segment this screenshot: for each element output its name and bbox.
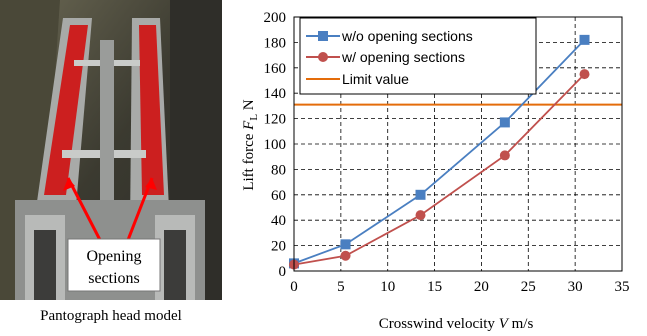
legend: w/o opening sections w/ opening sections… [299,17,537,95]
grid [294,17,622,271]
photo-caption: Pantograph head model [40,308,182,324]
data-point-series-1 [579,34,590,45]
y-tick-label: 180 [264,35,287,51]
y-tick-label: 60 [271,188,286,204]
x-tick-label: 0 [290,279,298,295]
y-tick-label: 0 [279,264,287,280]
x-tick-label: 5 [337,279,345,295]
legend-item-series-1: w/o opening sections [306,28,473,44]
y-tick-label: 200 [264,10,287,26]
legend-label-series-1: w/o opening sections [341,28,473,44]
y-tick-label: 20 [271,239,286,255]
x-tick-label: 15 [427,279,442,295]
callout-box [67,238,161,292]
data-point-series-1 [340,239,351,250]
tick-labels: 0 5 10 15 20 25 30 35 0 20 40 60 80 100 120 140 160 180 20… [264,10,630,295]
x-tick-label: 35 [615,279,630,295]
y-tick-label: 40 [271,213,286,229]
legend-marker-series-1 [318,31,328,41]
callout-line-1: Opening [86,248,141,265]
y-tick-label: 140 [264,86,287,102]
x-tick-label: 25 [521,279,536,295]
x-axis-title: Crosswind velocity V m/s [379,316,534,332]
legend-item-series-2: w/ opening sections [306,49,465,65]
pantograph-illustration: Opening sections [0,0,222,300]
data-point-series-2 [499,150,510,161]
y-axis-title: Lift force FL N [241,99,260,190]
plot-frame [293,16,623,272]
data-point-series-2 [340,250,351,261]
data-point-series-2 [415,210,426,221]
callout-arrow-right [126,177,154,241]
y-tick-label: 80 [271,162,286,178]
y-tick-label: 160 [264,61,287,77]
callout-arrow-left [66,177,102,241]
x-tick-label: 20 [474,279,489,295]
data-point-series-2 [579,69,590,80]
y-tick-label: 100 [264,137,287,153]
legend-label-limit: Limit value [342,71,409,87]
x-tick-label: 10 [380,279,395,295]
data-point-series-1 [499,117,510,128]
legend-marker-series-2 [318,52,328,62]
x-tick-label: 30 [568,279,583,295]
legend-item-limit: Limit value [306,71,409,87]
data-point-series-1 [415,189,426,200]
pantograph-photo: Opening sections [0,0,222,300]
legend-label-series-2: w/ opening sections [341,49,465,65]
lift-force-chart: 0 5 10 15 20 25 30 35 0 20 40 60 80 100 120 140 160 180 20… [241,10,630,332]
callout-line-2: sections [88,270,140,287]
y-tick-label: 120 [264,112,287,128]
